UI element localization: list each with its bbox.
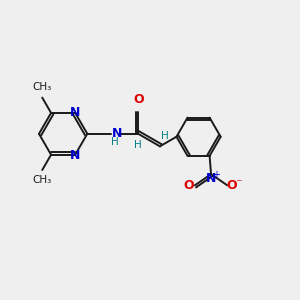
- Text: CH₃: CH₃: [33, 175, 52, 185]
- Text: ⁻: ⁻: [235, 177, 242, 190]
- Text: +: +: [212, 170, 220, 180]
- Text: CH₃: CH₃: [33, 82, 52, 92]
- Text: O: O: [133, 93, 143, 106]
- Text: N: N: [70, 149, 81, 162]
- Text: O: O: [226, 179, 237, 192]
- Text: O: O: [184, 179, 194, 192]
- Text: N: N: [70, 106, 81, 119]
- Text: H: H: [161, 131, 169, 141]
- Text: N: N: [206, 172, 216, 185]
- Text: H: H: [111, 137, 119, 147]
- Text: N: N: [111, 127, 122, 140]
- Text: H: H: [134, 140, 142, 150]
